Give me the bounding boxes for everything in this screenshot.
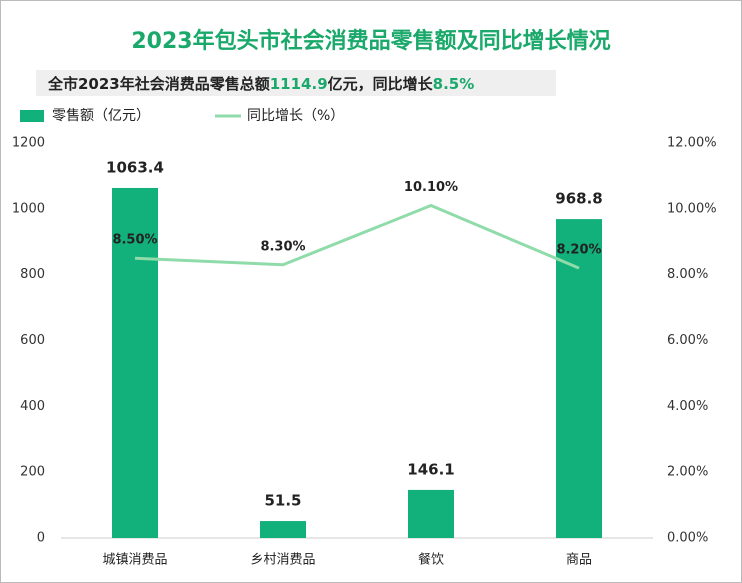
y-tick-label: 800 xyxy=(20,267,45,282)
y2-tick-label: 10.00% xyxy=(667,201,717,216)
legend-swatch xyxy=(20,110,44,122)
bar xyxy=(556,219,602,538)
line-value-label: 10.10% xyxy=(404,180,458,195)
y-tick-label: 400 xyxy=(20,399,45,414)
subtitle-box xyxy=(36,70,556,96)
bar xyxy=(408,489,454,538)
chart-title: 2023年包头市社会消费品零售额及同比增长情况 xyxy=(131,28,610,54)
legend-label: 零售额（亿元） xyxy=(52,108,150,124)
y2-tick-label: 2.00% xyxy=(667,465,708,480)
y2-tick-label: 6.00% xyxy=(667,333,708,348)
line-value-label: 8.20% xyxy=(556,243,601,258)
y-tick-label: 0 xyxy=(37,531,45,546)
y2-tick-label: 4.00% xyxy=(667,399,708,414)
subtitle: 全市2023年社会消费品零售总额1114.9亿元，同比增长8.5% xyxy=(47,75,474,93)
y-tick-label: 600 xyxy=(20,333,45,348)
subtitle-part: 全市2023年社会消费品零售总额 xyxy=(47,75,270,93)
x-tick-label: 商品 xyxy=(566,553,592,568)
x-tick-label: 餐饮 xyxy=(418,552,444,568)
bar-value-label: 51.5 xyxy=(264,492,301,510)
y2-tick-label: 8.00% xyxy=(667,267,708,282)
bar-value-label: 1063.4 xyxy=(106,158,164,176)
bar xyxy=(112,187,158,538)
y-tick-label: 200 xyxy=(20,465,45,480)
y2-tick-label: 12.00% xyxy=(667,136,717,151)
legend-label: 同比增长（%） xyxy=(247,108,344,124)
bar-value-label: 968.8 xyxy=(555,190,602,208)
y2-tick-label: 0.00% xyxy=(667,531,708,546)
y-tick-label: 1000 xyxy=(12,201,45,216)
x-tick-label: 乡村消费品 xyxy=(250,553,315,568)
line xyxy=(134,203,580,270)
bar-value-label: 146.1 xyxy=(407,460,454,478)
subtitle-part: 8.5% xyxy=(433,75,475,93)
subtitle-part: 亿元，同比增长 xyxy=(328,75,434,93)
line-value-label: 8.50% xyxy=(112,233,157,248)
y-tick-label: 1200 xyxy=(12,136,45,151)
line-value-label: 8.30% xyxy=(260,239,305,254)
x-tick-label: 城镇消费品 xyxy=(102,553,167,568)
subtitle-part: 1114.9 xyxy=(270,75,328,93)
bar xyxy=(260,521,306,538)
